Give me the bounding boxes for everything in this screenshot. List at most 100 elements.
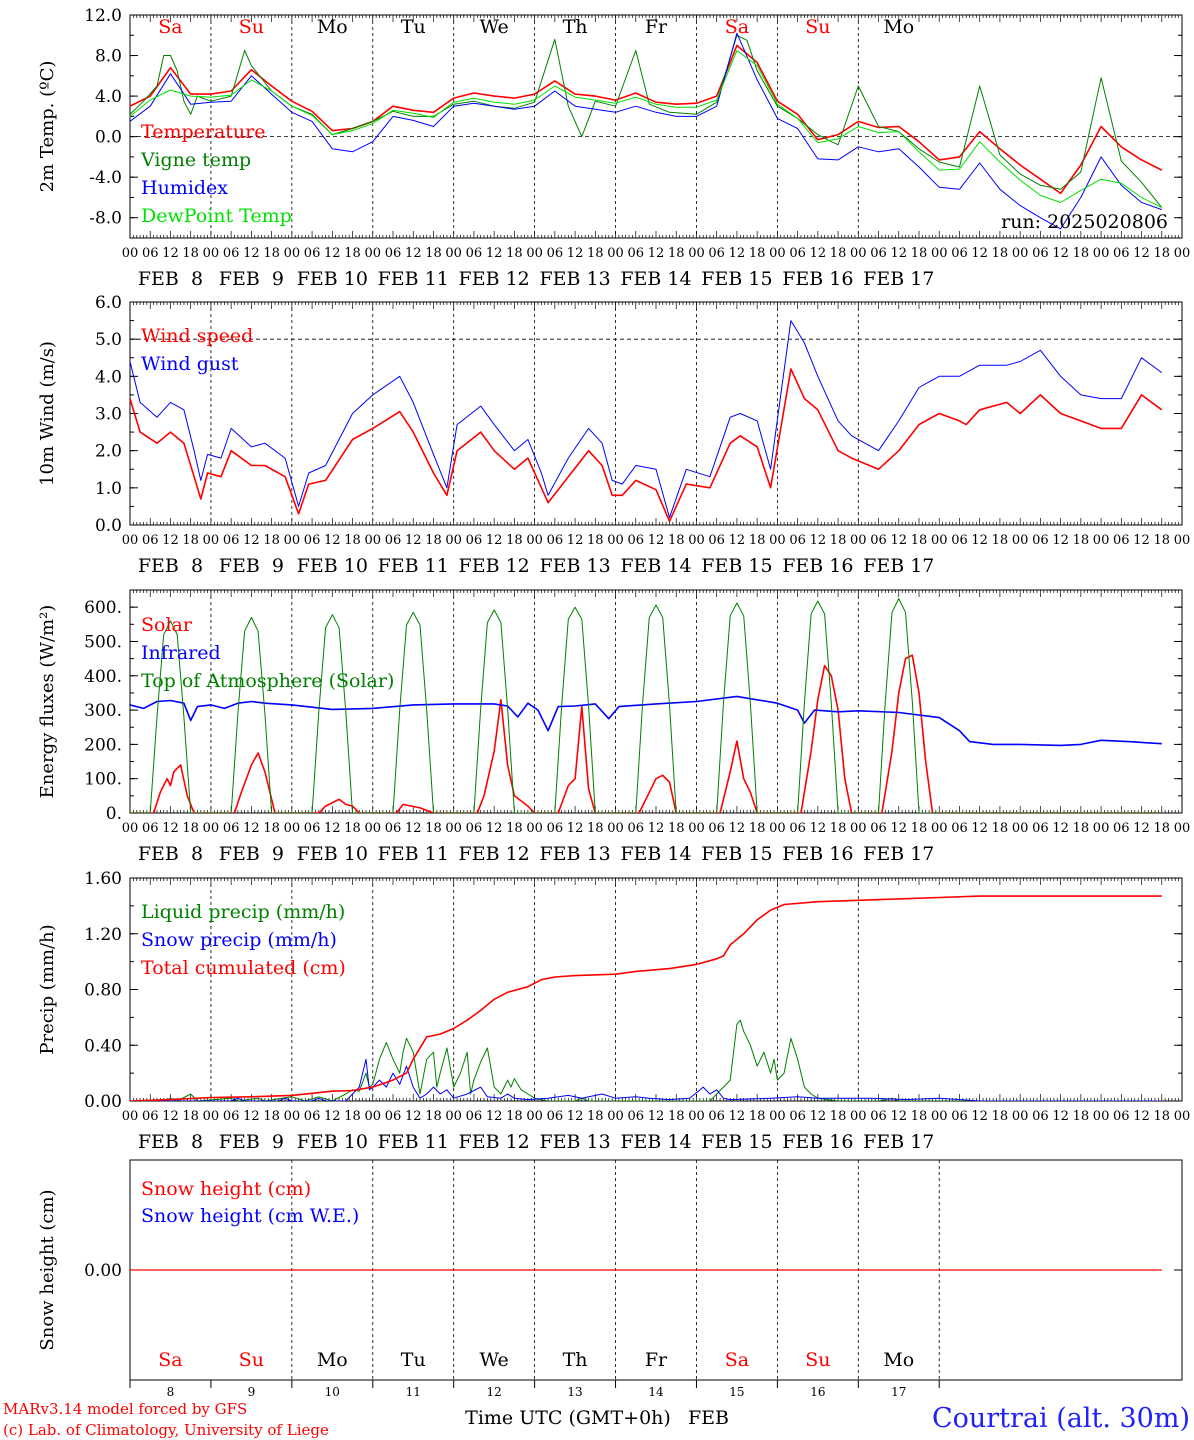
weekday-label: Tu	[401, 16, 426, 38]
hour-tick-label: 12	[1052, 246, 1069, 261]
hour-tick-label: 06	[708, 533, 725, 548]
hour-tick-label: 00	[364, 821, 381, 836]
hour-tick-label: 12	[567, 1109, 584, 1124]
series-line-vigne-temp	[130, 34, 1163, 208]
hour-tick-label: 12	[810, 533, 827, 548]
hour-tick-label: 12	[648, 246, 665, 261]
hour-tick-label: 00	[203, 1109, 220, 1124]
hour-tick-label: 06	[547, 821, 564, 836]
weekday-label: Mo	[317, 16, 348, 38]
legend-label: Temperature	[141, 121, 265, 143]
weekday-label: Mo	[317, 1349, 348, 1371]
hour-tick-label: 18	[911, 246, 928, 261]
day-label: FEB 10	[297, 268, 368, 290]
hour-tick-label: 06	[951, 1109, 968, 1124]
hour-tick-label: 12	[648, 1109, 665, 1124]
y-tick-label: 5.0	[95, 330, 122, 350]
hour-tick-label: 06	[385, 1109, 402, 1124]
hour-tick-label: 00	[931, 533, 948, 548]
hour-tick-label: 12	[243, 246, 260, 261]
hour-tick-label: 00	[688, 1109, 705, 1124]
hour-tick-label: 18	[263, 533, 280, 548]
hour-tick-label: 18	[506, 246, 523, 261]
hour-tick-label: 18	[1073, 821, 1090, 836]
y-tick-label: -8.0	[89, 209, 122, 229]
day-label: FEB 17	[863, 268, 934, 290]
hour-tick-label: 12	[567, 821, 584, 836]
hour-tick-label: 12	[890, 533, 907, 548]
legend-label: Snow height (cm)	[141, 1178, 311, 1200]
hour-tick-label: 06	[142, 533, 159, 548]
day-number-label: 16	[810, 1385, 825, 1399]
day-label: FEB 17	[863, 555, 934, 577]
hour-tick-label: 06	[951, 246, 968, 261]
series-line-snow-precip-mm-h-	[130, 1058, 1162, 1101]
legend-label: Infrared	[141, 642, 221, 664]
hour-tick-label: 06	[304, 533, 321, 548]
hour-tick-label: 18	[1073, 1109, 1090, 1124]
hour-tick-label: 12	[1133, 821, 1150, 836]
hour-tick-label: 00	[445, 1109, 462, 1124]
day-label: FEB 13	[539, 268, 610, 290]
credit-lab: (c) Lab. of Climatology, University of L…	[3, 1421, 329, 1439]
legend-label: Total cumulated (cm)	[141, 957, 346, 979]
hour-tick-label: 06	[1032, 246, 1049, 261]
panel-temp: -8.0-4.00.04.08.012.02m Temp. (ºC)00 06 12…	[37, 6, 1190, 290]
hour-tick-label: 12	[486, 1109, 503, 1124]
weekday-label: Su	[239, 1349, 264, 1371]
y-tick-label: 0.80	[84, 981, 122, 1001]
day-label: FEB 8	[138, 268, 203, 290]
day-label: FEB 11	[378, 1131, 449, 1153]
hour-tick-label: 06	[223, 533, 240, 548]
hour-tick-label: 18	[182, 533, 199, 548]
hour-tick-label: 12	[1052, 821, 1069, 836]
x-axis-month: FEB	[688, 1407, 729, 1429]
hour-tick-label: 12	[890, 246, 907, 261]
hour-tick-label: 12	[890, 1109, 907, 1124]
day-label: FEB 10	[297, 1131, 368, 1153]
hour-tick-label: 06	[223, 821, 240, 836]
hour-tick-label: 18	[911, 821, 928, 836]
day-label: FEB 12	[459, 268, 530, 290]
day-label: FEB 15	[701, 1131, 772, 1153]
hour-tick-label: 00	[1012, 821, 1029, 836]
day-label: FEB 13	[539, 843, 610, 865]
hour-tick-label: 00	[607, 246, 624, 261]
day-label: FEB 16	[782, 268, 853, 290]
y-tick-label: -4.0	[89, 168, 122, 188]
series-line-total-cumulated-cm-	[130, 895, 1162, 1101]
hour-tick-label: 12	[971, 1109, 988, 1124]
hour-tick-label: 18	[830, 246, 847, 261]
hour-tick-label: 00	[364, 533, 381, 548]
weekday-label: Sa	[725, 1349, 749, 1371]
hour-tick-label: 06	[547, 533, 564, 548]
series-line-wind-speed	[130, 368, 1163, 523]
hour-tick-label: 18	[749, 533, 766, 548]
hour-tick-label: 00	[526, 1109, 543, 1124]
hour-tick-label: 00	[931, 246, 948, 261]
hour-tick-label: 00	[445, 246, 462, 261]
hour-tick-label: 18	[830, 533, 847, 548]
hour-tick-label: 12	[729, 821, 746, 836]
hour-tick-label: 00	[122, 821, 139, 836]
hour-tick-label: 18	[425, 246, 442, 261]
hour-tick-label: 06	[870, 821, 887, 836]
hour-tick-label: 00	[769, 1109, 786, 1124]
day-number-label: 17	[891, 1385, 906, 1399]
hour-tick-label: 06	[547, 1109, 564, 1124]
legend-label: Vigne temp	[140, 149, 251, 171]
day-number-label: 15	[729, 1385, 744, 1399]
hour-tick-label: 06	[951, 533, 968, 548]
day-label: FEB 11	[378, 843, 449, 865]
day-label: FEB 14	[620, 268, 691, 290]
hour-tick-label: 00	[364, 1109, 381, 1124]
hour-tick-label: 12	[729, 246, 746, 261]
hour-tick-label: 06	[627, 533, 644, 548]
hour-tick-label: 06	[789, 533, 806, 548]
series-line-top-of-atmosphere-solar-	[130, 598, 1162, 813]
hour-tick-label: 18	[911, 1109, 928, 1124]
hour-tick-label: 18	[344, 533, 361, 548]
weekday-label: Mo	[883, 1349, 914, 1371]
hour-tick-label: 18	[587, 1109, 604, 1124]
hour-tick-label: 00	[607, 533, 624, 548]
